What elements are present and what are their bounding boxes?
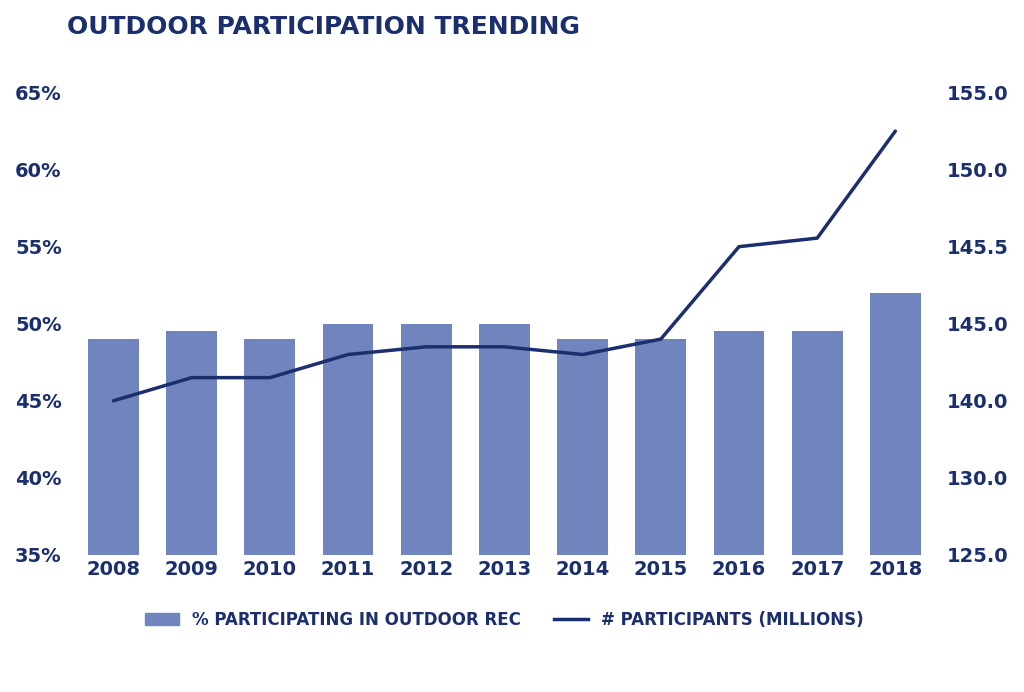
Bar — [323, 324, 374, 692]
Bar — [166, 331, 217, 692]
Legend: % PARTICIPATING IN OUTDOOR REC, # PARTICIPANTS (MILLIONS): % PARTICIPATING IN OUTDOOR REC, # PARTIC… — [138, 604, 870, 635]
Bar — [479, 324, 529, 692]
Bar — [88, 339, 139, 692]
Bar — [870, 293, 921, 692]
Bar — [714, 331, 764, 692]
Bar — [245, 339, 295, 692]
Bar — [557, 339, 608, 692]
Text: OUTDOOR PARTICIPATION TRENDING: OUTDOOR PARTICIPATION TRENDING — [67, 15, 580, 39]
Bar — [400, 324, 452, 692]
Bar — [792, 331, 843, 692]
Bar — [636, 339, 686, 692]
